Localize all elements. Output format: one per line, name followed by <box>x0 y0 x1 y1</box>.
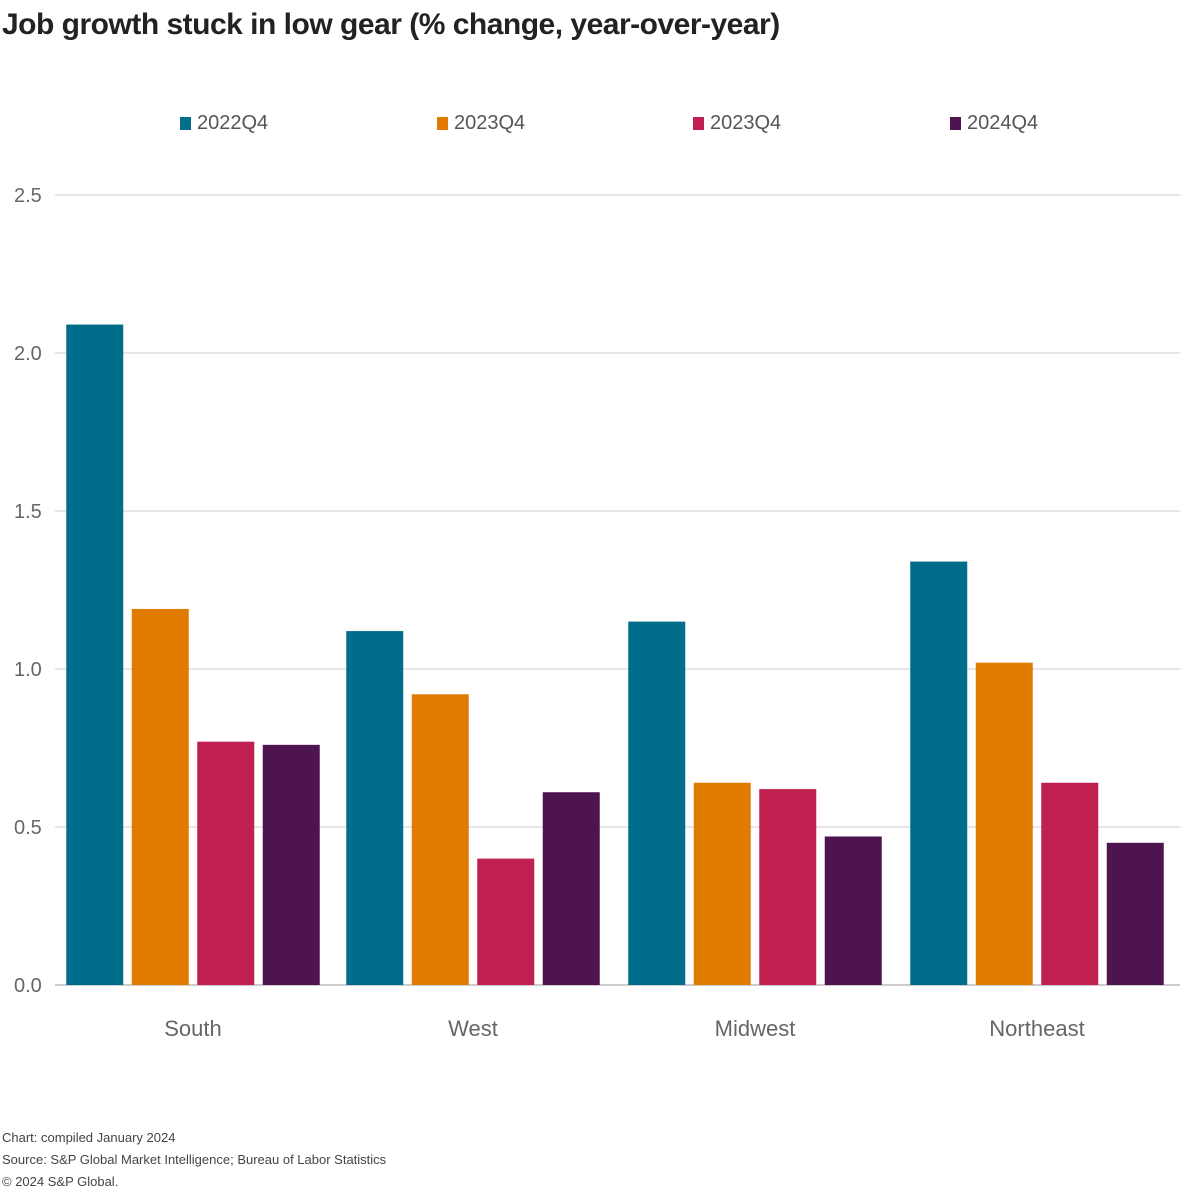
bar-northeast-series-1 <box>910 561 968 985</box>
x-tick-label: South <box>164 1016 222 1041</box>
bar-midwest-series-4 <box>824 836 882 985</box>
legend-item: 2024Q4 <box>950 112 1038 135</box>
bar-west-series-3 <box>477 858 535 985</box>
bar-northeast-series-4 <box>1106 842 1164 985</box>
bar-west-series-2 <box>411 694 469 985</box>
bar-midwest-series-3 <box>759 789 817 985</box>
legend-label: 2024Q4 <box>967 112 1039 134</box>
bar-northeast-series-2 <box>975 662 1033 985</box>
footer-note: Chart: compiled January 2024 <box>2 1130 176 1145</box>
legend-swatch <box>693 117 704 130</box>
legend-item: 2023Q4 <box>693 112 781 135</box>
x-tick-label: West <box>448 1016 498 1041</box>
y-tick-label: 0.0 <box>14 975 42 997</box>
legend-label: 2022Q4 <box>197 112 269 134</box>
bar-midwest-series-1 <box>628 621 686 985</box>
chart-title: Job growth stuck in low gear (% change, … <box>2 8 780 41</box>
legend-item: 2023Q4 <box>437 112 525 135</box>
bar-south-series-1 <box>66 324 124 985</box>
bar-northeast-series-3 <box>1041 782 1099 985</box>
chart-footer: Chart: compiled January 2024 Source: S&P… <box>2 1127 386 1193</box>
legend-label: 2023Q4 <box>454 112 526 134</box>
chart-legend: 2022Q4 2023Q4 2023Q4 2024Q4 <box>0 112 1200 148</box>
y-tick-label: 1.0 <box>14 659 42 681</box>
y-tick-label: 0.5 <box>14 817 42 839</box>
legend-item: 2022Q4 <box>180 112 268 135</box>
x-tick-label: Northeast <box>989 1016 1084 1041</box>
bar-chart: 0.0 0.5 1.0 1.5 2.0 2.5 South West Midwest Northe… <box>14 185 1180 1041</box>
footer-source: Source: S&P Global Market Intelligence; … <box>2 1152 387 1167</box>
y-tick-label: 2.0 <box>14 343 42 365</box>
bar-midwest-series-2 <box>693 782 751 985</box>
footer-copyright: © 2024 S&P Global. <box>2 1174 119 1189</box>
x-tick-label: Midwest <box>715 1016 796 1041</box>
y-tick-label: 1.5 <box>14 501 42 523</box>
bar-west-series-4 <box>542 792 600 985</box>
bar-west-series-1 <box>346 631 404 985</box>
legend-swatch <box>950 117 961 130</box>
legend-swatch <box>437 117 448 130</box>
legend-swatch <box>180 117 191 130</box>
bar-south-series-4 <box>262 744 320 985</box>
bar-south-series-3 <box>197 741 255 985</box>
legend-label: 2023Q4 <box>710 112 782 134</box>
bar-south-series-2 <box>131 608 189 985</box>
y-tick-label: 2.5 <box>14 185 42 207</box>
